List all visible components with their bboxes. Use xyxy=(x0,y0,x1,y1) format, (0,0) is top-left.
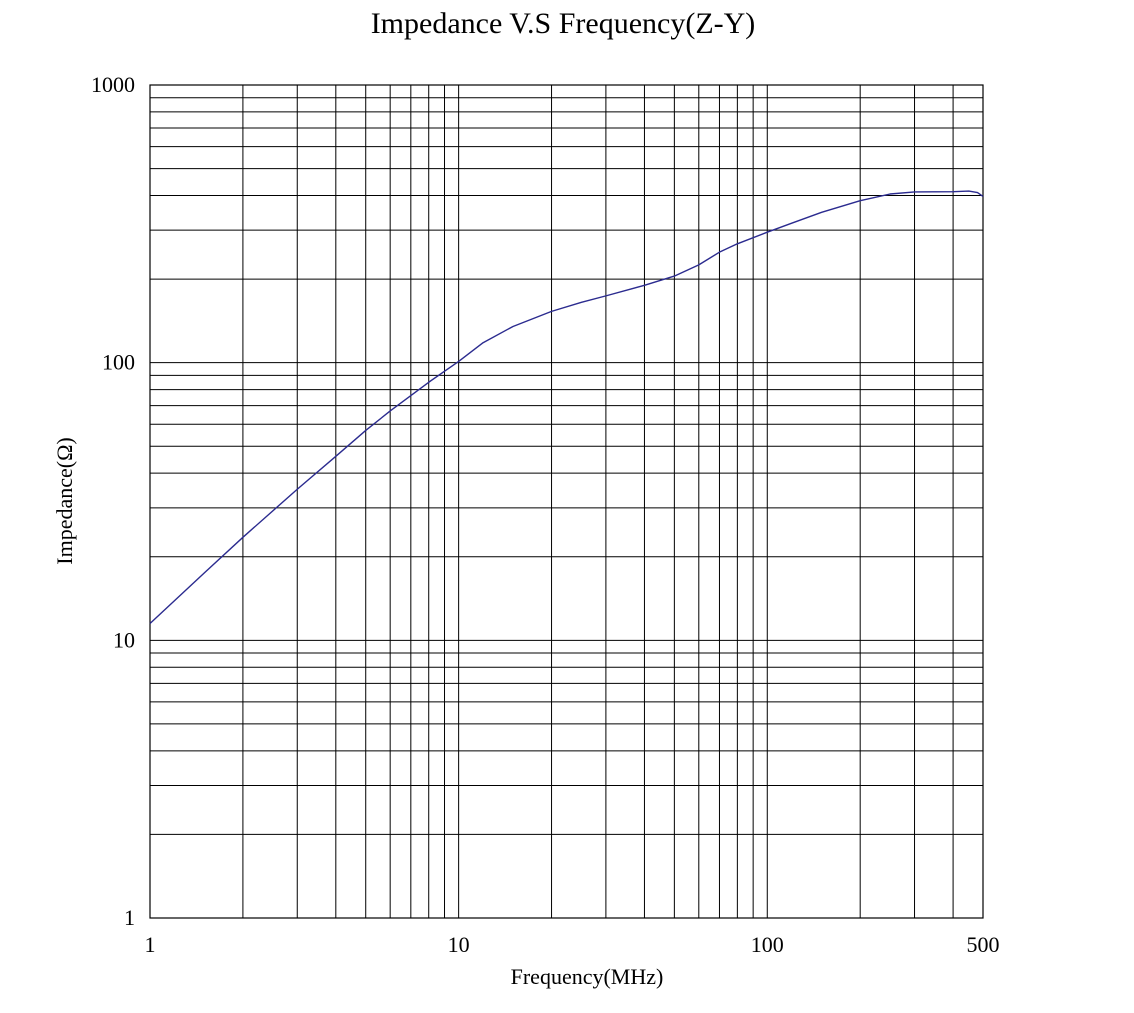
y-tick-label: 1 xyxy=(124,905,135,930)
y-tick-label: 1000 xyxy=(91,72,135,97)
tick-labels: 1 10 100 500 1 10 100 1000 xyxy=(91,72,1000,957)
impedance-series-line xyxy=(149,190,984,624)
x-axis-label: Frequency(MHz) xyxy=(511,964,664,989)
plot-frame xyxy=(149,84,984,919)
y-axis-label: Impedance(Ω) xyxy=(52,437,77,565)
x-tick-label: 1 xyxy=(145,932,156,957)
series-group xyxy=(149,190,984,624)
x-tick-label: 500 xyxy=(967,932,1000,957)
chart-title: Impedance V.S Frequency(Z-Y) xyxy=(371,7,756,40)
grid-lines xyxy=(150,85,983,918)
y-tick-label: 100 xyxy=(102,350,135,375)
x-tick-label: 10 xyxy=(448,932,470,957)
x-tick-label: 100 xyxy=(751,932,784,957)
y-tick-label: 10 xyxy=(113,627,135,652)
